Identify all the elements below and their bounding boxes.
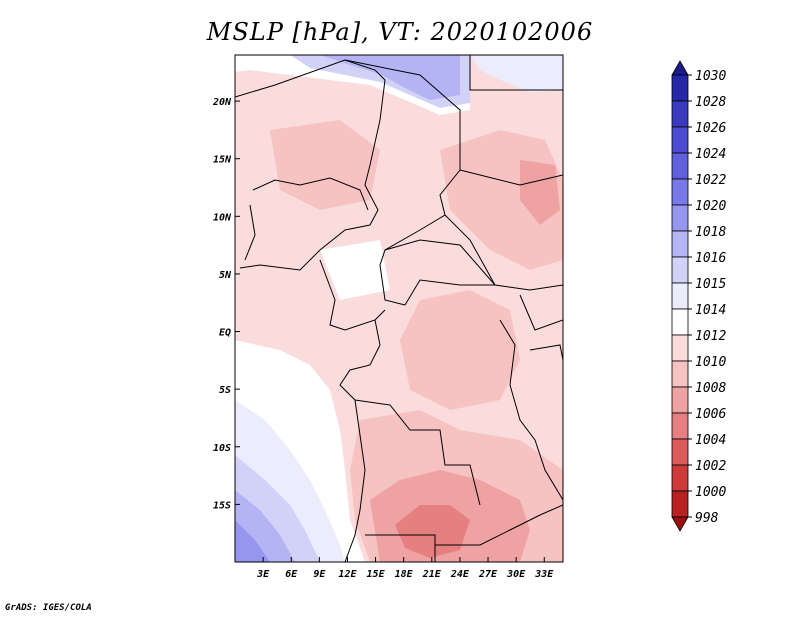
colorbar-box: [671, 100, 689, 128]
lat-tick-label: 15N: [213, 155, 232, 166]
colorbar-box: [671, 178, 689, 206]
colorbar-label: 1024: [695, 147, 726, 162]
colorbar-box: [671, 360, 689, 388]
lat-tick-label: 5N: [219, 270, 232, 281]
border-west-africa: [235, 59, 386, 271]
colorbar-label: 1010: [695, 355, 726, 370]
colorbar-box: [671, 386, 689, 414]
lat-tick-label: 5S: [219, 385, 231, 396]
field-1014-gulf: [320, 240, 390, 300]
lat-tick-label: 15S: [213, 500, 231, 511]
lon-tick-label: 30E: [506, 569, 526, 580]
border-angola-coast: [344, 399, 366, 562]
field-1014-ne: [470, 55, 563, 92]
border-congo-n: [404, 279, 495, 306]
lon-tick-label: 15E: [367, 569, 386, 580]
border-zambia: [435, 504, 563, 546]
colorbar-label: 1000: [695, 485, 726, 500]
lat-axis: 20N 15N 10N 5N EQ 5S 10S 15S: [212, 97, 240, 511]
colorbar-label: 1026: [695, 121, 726, 136]
lon-tick-label: 9E: [313, 569, 326, 580]
colorbar-label: 1014: [695, 303, 726, 318]
colorbar-label: 1012: [695, 329, 726, 344]
colorbar-label: 998: [695, 511, 719, 526]
field-1016-north: [320, 55, 460, 100]
field-1010-central: [400, 290, 520, 410]
map-frame: [234, 54, 564, 563]
colorbar-label: 1030: [695, 69, 726, 84]
colorbar-box: [671, 412, 689, 440]
field-1020-sw: [235, 520, 270, 562]
lon-tick-label: 12E: [338, 569, 357, 580]
lon-tick-label: 18E: [395, 569, 414, 580]
lon-tick-label: 33E: [534, 569, 554, 580]
colorbar-label: 1004: [695, 433, 726, 448]
colorbar-box: [671, 126, 689, 154]
lat-tick-label: 20N: [212, 97, 232, 108]
lon-tick-label: 6E: [285, 569, 298, 580]
colorbar-box: [671, 490, 689, 518]
colorbar-bottom-arrow: [671, 516, 689, 532]
lon-tick-label: 24E: [450, 569, 470, 580]
border-lake-victoria: [529, 344, 563, 361]
colorbar-box: [671, 334, 689, 362]
border-car: [384, 239, 496, 286]
border-congo-coast: [339, 319, 381, 401]
border-sudan: [459, 169, 563, 186]
map-title: MSLP [hPa], VT: 2020102006: [206, 18, 594, 46]
colorbar-label: 1028: [695, 95, 726, 110]
border-libya-egypt: [469, 55, 563, 91]
lat-tick-label: 10N: [213, 212, 232, 223]
lon-axis: 3E 6E 9E 12E 15E 18E 21E 24E 27E 30E 33E: [256, 557, 554, 580]
lon-tick-label: 27E: [478, 569, 498, 580]
border-angola-drc: [354, 399, 481, 506]
colorbar-box: [671, 204, 689, 232]
border-uganda-kenya: [519, 294, 563, 331]
lat-tick-label: 10S: [213, 443, 231, 454]
colorbar-box: [671, 438, 689, 466]
border-coast-guinea: [244, 204, 256, 261]
colorbar-label: 1022: [695, 173, 726, 188]
colorbar-top-arrow: [671, 60, 689, 76]
lon-tick-label: 3E: [256, 569, 270, 580]
borders: [235, 55, 563, 562]
border-sahel: [252, 177, 369, 211]
colorbar-label: 1006: [695, 407, 726, 422]
field-1008-east: [520, 160, 560, 225]
colorbar-box: [671, 464, 689, 492]
colorbar-label: 1015: [695, 277, 726, 292]
colorbar-label: 1008: [695, 381, 726, 396]
colorbar-label: 1016: [695, 251, 726, 266]
colorbar-box: [671, 282, 689, 310]
colorbar-box: [671, 152, 689, 180]
lat-tick-label: EQ: [219, 328, 231, 339]
colorbar-label: 1002: [695, 459, 726, 474]
border-gabon: [319, 259, 386, 331]
border-east-lakes: [499, 319, 563, 501]
colorbar: 1030 1028 1026 1024 1022 1020 1018 1016 1015 1014…: [671, 60, 726, 532]
lon-tick-label: 21E: [422, 569, 442, 580]
colorbar-label: 1018: [695, 225, 726, 240]
pressure-field: [235, 55, 563, 562]
colorbar-label: 1020: [695, 199, 726, 214]
colorbar-box: [671, 308, 689, 336]
colorbar-box: [671, 256, 689, 284]
grads-credit: GrADS: IGES/COLA: [5, 603, 92, 613]
colorbar-box: [671, 230, 689, 258]
colorbar-box: [671, 74, 689, 102]
border-angola-namibia: [365, 534, 436, 562]
